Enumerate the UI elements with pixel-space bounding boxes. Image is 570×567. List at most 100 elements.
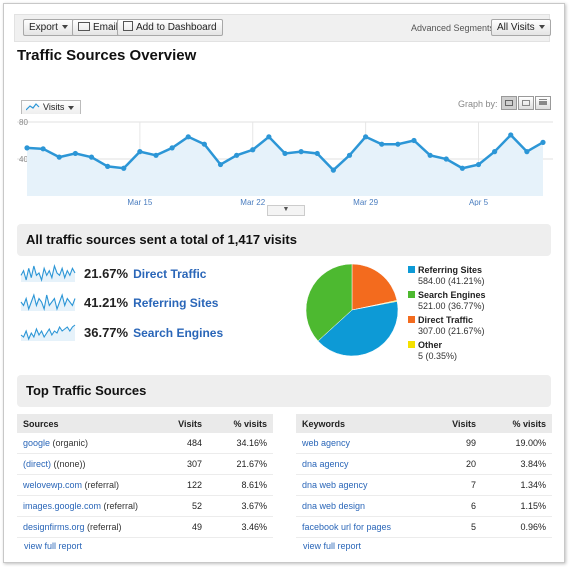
- column-header-percent-visits[interactable]: % visits: [208, 414, 273, 433]
- source-link-search-engines[interactable]: Search Engines: [133, 326, 224, 340]
- row-link[interactable]: facebook url for pages: [302, 522, 392, 532]
- row-link[interactable]: (direct): [23, 459, 52, 469]
- legend-swatch: [408, 316, 415, 323]
- table-header-row: Keywords Visits % visits: [296, 414, 552, 433]
- row-link[interactable]: designfirms.org: [23, 522, 85, 532]
- row-link[interactable]: dna web design: [302, 501, 366, 511]
- cell-visits: 99: [424, 433, 482, 454]
- cell-percent-visits: 1.34%: [482, 474, 552, 496]
- visits-data-point[interactable]: [330, 167, 336, 173]
- source-link-referring-sites[interactable]: Referring Sites: [133, 296, 219, 310]
- column-header-keywords[interactable]: Keywords: [296, 414, 424, 433]
- column-header-sources[interactable]: Sources: [17, 414, 153, 433]
- table-row: facebook url for pages 5 0.96%: [296, 516, 552, 538]
- dashboard-icon: [123, 21, 133, 32]
- column-header-visits[interactable]: Visits: [424, 414, 482, 433]
- visits-data-point[interactable]: [266, 134, 272, 140]
- row-medium: (referral): [84, 522, 122, 532]
- visits-data-point[interactable]: [217, 161, 224, 168]
- export-button[interactable]: Export: [23, 19, 74, 36]
- cell-name: dna web agency: [296, 474, 424, 496]
- advanced-segments-label: Advanced Segments:: [411, 23, 497, 33]
- visits-data-point[interactable]: [137, 149, 143, 155]
- source-percent: 36.77%: [84, 325, 129, 340]
- visits-data-point[interactable]: [185, 134, 191, 140]
- row-link[interactable]: dna web agency: [302, 480, 368, 490]
- visits-data-point[interactable]: [346, 152, 353, 158]
- visits-data-point[interactable]: [459, 165, 465, 171]
- visits-data-point[interactable]: [282, 150, 288, 157]
- table-row: dna web design 6 1.15%: [296, 495, 552, 517]
- legend-name: Direct Traffic: [418, 315, 474, 325]
- visits-data-point[interactable]: [540, 139, 546, 145]
- visits-data-point[interactable]: [379, 141, 385, 147]
- visits-data-point[interactable]: [363, 134, 369, 140]
- visits-data-point[interactable]: [395, 141, 401, 147]
- top-traffic-sources-bar: Top Traffic Sources: [17, 375, 551, 407]
- pie-slice-referring-sites[interactable]: [317, 301, 399, 357]
- visits-data-point[interactable]: [121, 165, 127, 171]
- keywords-view-full-report-link[interactable]: view full report: [303, 541, 362, 551]
- cell-name: facebook url for pages: [296, 516, 424, 538]
- add-to-dashboard-label: Add to Dashboard: [136, 22, 217, 33]
- x-tick-label: Mar 15: [127, 198, 152, 206]
- pie-slice-search-engines[interactable]: [305, 263, 353, 342]
- row-medium: (referral): [101, 501, 139, 511]
- row-link[interactable]: dna agency: [302, 459, 349, 469]
- visits-data-point[interactable]: [201, 141, 207, 147]
- table-row: designfirms.org (referral) 49 3.46%: [17, 516, 273, 538]
- visits-data-point[interactable]: [443, 156, 449, 162]
- sources-view-full-report-link[interactable]: view full report: [24, 541, 83, 551]
- cell-visits: 484: [153, 433, 208, 454]
- pie-slice-direct-traffic[interactable]: [351, 263, 398, 311]
- visits-data-point[interactable]: [492, 149, 498, 155]
- visits-data-point[interactable]: [40, 146, 46, 152]
- cell-name: designfirms.org (referral): [17, 516, 153, 538]
- row-medium: (referral): [82, 480, 120, 490]
- column-header-percent-visits[interactable]: % visits: [482, 414, 552, 433]
- row-link[interactable]: google: [23, 438, 51, 448]
- table-row: images.google.com (referral) 52 3.67%: [17, 495, 273, 517]
- graph-by-month-button[interactable]: [535, 96, 551, 110]
- source-link-direct-traffic[interactable]: Direct Traffic: [133, 267, 207, 281]
- y-tick-label: 40: [19, 155, 28, 164]
- visits-data-point[interactable]: [88, 154, 95, 160]
- month-icon: [539, 99, 547, 102]
- sparkline-area: [21, 325, 75, 341]
- visits-data-point[interactable]: [56, 154, 62, 160]
- visits-data-point[interactable]: [298, 149, 304, 155]
- graph-by-week-button[interactable]: [518, 96, 534, 110]
- sparkline: [20, 324, 76, 341]
- y-tick-label: 80: [19, 118, 28, 127]
- visits-data-point[interactable]: [153, 152, 159, 158]
- graph-by-label: Graph by:: [458, 99, 498, 109]
- add-to-dashboard-button[interactable]: Add to Dashboard: [117, 19, 223, 36]
- visits-data-point[interactable]: [427, 152, 433, 158]
- row-link[interactable]: web agency: [302, 438, 351, 448]
- cell-visits: 122: [153, 474, 208, 496]
- row-link[interactable]: images.google.com: [23, 501, 102, 511]
- segments-select[interactable]: All Visits: [491, 19, 551, 36]
- visits-data-point[interactable]: [250, 147, 256, 153]
- sparkline: [20, 293, 76, 311]
- visits-data-point[interactable]: [234, 152, 240, 158]
- visits-data-point[interactable]: [72, 150, 78, 157]
- visits-data-point[interactable]: [508, 132, 514, 138]
- legend-name: Search Engines: [418, 290, 486, 300]
- visits-data-point[interactable]: [314, 150, 320, 157]
- visits-data-point[interactable]: [475, 161, 482, 168]
- graph-by-day-button[interactable]: [501, 96, 517, 110]
- top-traffic-sources-title: Top Traffic Sources: [26, 383, 147, 398]
- cell-percent-visits: 0.96%: [482, 516, 552, 538]
- visits-data-point[interactable]: [411, 137, 417, 144]
- visits-data-point[interactable]: [105, 163, 111, 169]
- collapse-chart-toggle[interactable]: ▼: [267, 205, 305, 216]
- visits-data-point[interactable]: [169, 145, 175, 151]
- cell-visits: 307: [153, 453, 208, 475]
- metric-tab[interactable]: Visits: [21, 100, 81, 114]
- table-row: welovewp.com (referral) 122 8.61%: [17, 474, 273, 496]
- column-header-visits[interactable]: Visits: [153, 414, 208, 433]
- visits-data-point[interactable]: [24, 145, 30, 151]
- visits-data-point[interactable]: [524, 149, 530, 155]
- row-link[interactable]: welovewp.com: [23, 480, 83, 490]
